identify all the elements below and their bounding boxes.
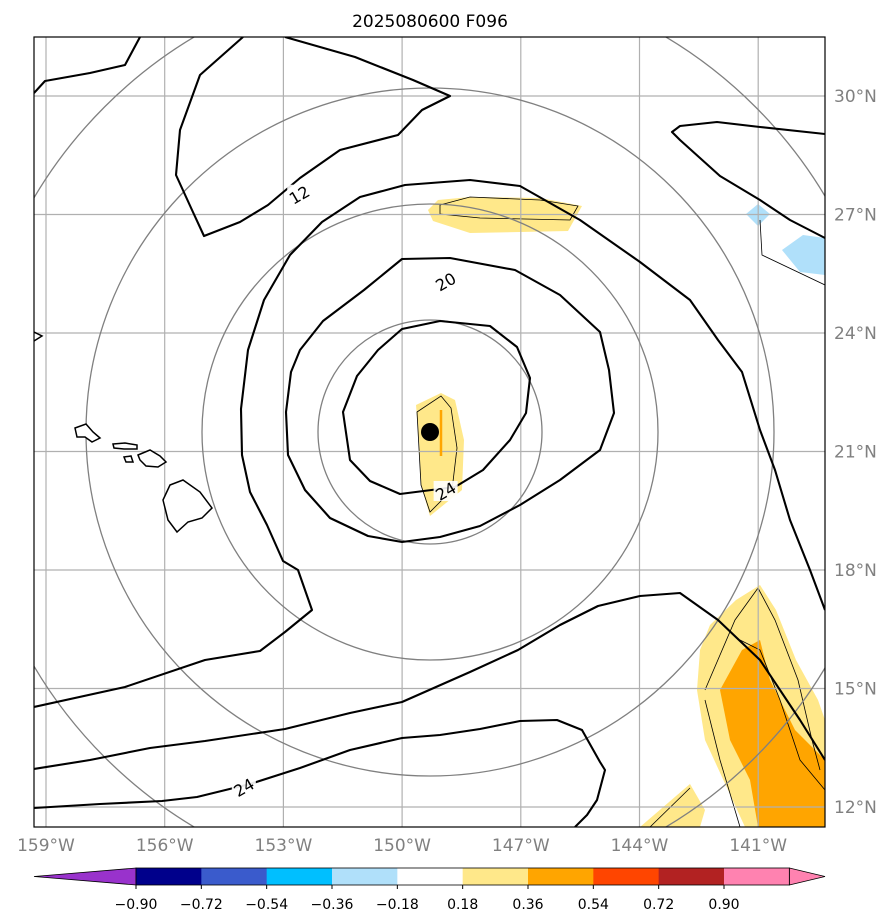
island-hawaii <box>162 479 213 534</box>
y-axis-ticks: 12°N 15°N 18°N 21°N 24°N 27°N 30°N <box>834 87 877 818</box>
coastlines <box>34 331 213 534</box>
colorbar-tick-label: 0.90 <box>708 897 739 913</box>
island-molokai <box>112 442 138 450</box>
contour-12-main <box>174 37 452 238</box>
gridlines <box>34 37 825 827</box>
colorbar-bin-1 <box>136 868 202 885</box>
height-contours <box>34 37 825 827</box>
y-tick-label: 30°N <box>834 87 877 107</box>
colorbar-extend-low <box>33 867 137 886</box>
contour-24-south <box>34 718 607 827</box>
contour-south-16b <box>34 591 825 771</box>
x-tick-label: 141°W <box>729 836 787 856</box>
colorbar-bin-3 <box>266 868 333 885</box>
colorbar-bin-6 <box>462 868 529 885</box>
colorbar-tick-label: −0.36 <box>311 897 354 913</box>
range-ring-1 <box>317 319 543 545</box>
range-ring-2 <box>201 203 659 661</box>
contour-12-northwest <box>34 37 141 94</box>
colorbar-tick-label: 0.72 <box>643 897 674 913</box>
x-tick-label: 156°W <box>136 836 194 856</box>
x-tick-label: 144°W <box>611 836 669 856</box>
island-maui <box>137 449 168 468</box>
x-tick-label: 147°W <box>492 836 550 856</box>
colorbar-bin-2 <box>201 868 268 885</box>
colorbar-tick-label: −0.90 <box>115 897 158 913</box>
colorbar-bin-9 <box>658 868 725 885</box>
colorbar-bin-5 <box>397 868 464 885</box>
x-tick-label: 159°W <box>17 836 75 856</box>
y-tick-label: 24°N <box>834 324 877 344</box>
colorbar-extend-high <box>788 867 826 886</box>
contour-label-bg <box>433 481 458 501</box>
storm-center-marker <box>421 423 439 441</box>
contour-24 <box>341 319 532 496</box>
colorbar-bin-4 <box>332 868 398 885</box>
shade-area-southeast-core <box>720 640 825 827</box>
colorbar-tick-label: 0.54 <box>578 897 609 913</box>
colorbar-tick-label: 0.36 <box>512 897 543 913</box>
colorbar-bin-top <box>724 868 790 885</box>
x-tick-label: 150°W <box>373 836 431 856</box>
thin-outline-center <box>416 395 458 513</box>
contour-labels: 12 20 24 24 <box>231 182 460 801</box>
y-tick-label: 27°N <box>834 206 877 226</box>
contour-label-bg <box>287 184 312 205</box>
x-tick-label: 153°W <box>255 836 313 856</box>
contour-16 <box>34 178 825 709</box>
colorbar-tick-label: −0.72 <box>180 897 223 913</box>
contour-label-bg <box>231 777 256 798</box>
map-frame <box>33 36 826 828</box>
island-oahu <box>74 423 102 443</box>
y-tick-label: 21°N <box>834 443 877 463</box>
contour-label-3: 24 <box>231 774 258 801</box>
island-lanai <box>122 455 135 463</box>
map-panel: 12 20 24 24 <box>33 36 826 828</box>
colorbar: −0.90 −0.72 −0.54 −0.36 −0.18 0.18 0.36 0.54 0.7… <box>33 867 826 913</box>
colorbar-bin-8 <box>593 868 660 885</box>
thin-outline-east <box>759 219 825 286</box>
contour-label-2: 24 <box>432 478 459 505</box>
colorbar-tick-label: −0.54 <box>245 897 288 913</box>
contour-label-bg <box>433 271 458 292</box>
x-axis-ticks: 159°W 156°W 153°W 150°W 147°W 144°W 141°W <box>17 836 787 856</box>
contour-label-0: 12 <box>286 182 313 209</box>
colorbar-tick-label: 0.18 <box>447 897 478 913</box>
colorbar-tick-label: −0.18 <box>376 897 419 913</box>
y-tick-label: 15°N <box>834 680 877 700</box>
contour-20 <box>284 256 616 544</box>
contour-label-1: 20 <box>432 269 459 296</box>
shade-area-east-negative <box>782 235 825 275</box>
island-kauai-edge <box>34 331 44 342</box>
chart-title: 2025080600 F096 <box>352 12 508 32</box>
colorbar-bin-7 <box>528 868 594 885</box>
y-tick-label: 12°N <box>834 798 877 818</box>
y-tick-label: 18°N <box>834 561 877 581</box>
contour-northeast <box>670 120 825 239</box>
